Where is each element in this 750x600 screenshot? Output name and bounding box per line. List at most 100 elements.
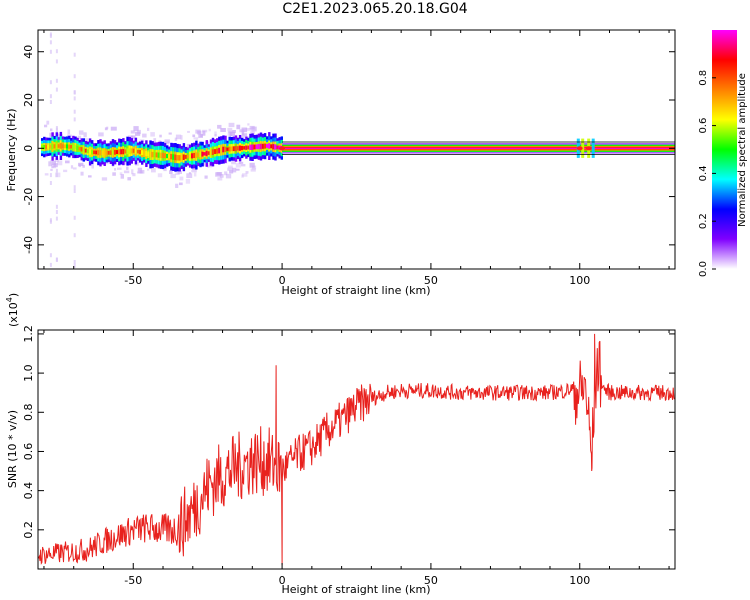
spectrogram-ylabel: Frequency (Hz): [5, 109, 18, 192]
spectrogram-speckle: [219, 174, 224, 178]
spectrogram-band-cell: [145, 150, 148, 157]
spectrogram-speckle: [170, 173, 176, 179]
spectrogram-speckle: [55, 168, 58, 173]
spectrogram-speckle: [50, 128, 53, 132]
spectrogram-band-cell: [141, 150, 144, 155]
spectrogram-speckle: [216, 172, 223, 176]
spectrogram-speckle: [151, 168, 156, 173]
spectrogram-speckle: [73, 185, 76, 190]
spectrogram-speckle: [208, 128, 211, 132]
spectrogram-band-cell: [261, 143, 265, 149]
spectrogram-band-cell: [249, 144, 252, 150]
snr-frame: [37, 329, 676, 570]
spectrogram-band-cell: [63, 144, 67, 149]
spectrogram-speckle: [73, 117, 76, 122]
spectrogram-band-cell: [136, 149, 140, 154]
spectrogram-speckle: [49, 94, 52, 99]
spectrogram-speckle: [73, 74, 76, 79]
spectrogram-band-cell: [157, 152, 161, 158]
spectrogram-speckle: [214, 134, 217, 137]
spectrogram-speckle: [104, 127, 108, 131]
snr-ytick-label: 0.8: [22, 404, 35, 422]
spectrogram-speckle: [49, 160, 52, 165]
spectrogram-speckle: [214, 131, 217, 136]
spectrogram-band-cell: [134, 148, 138, 154]
spectrogram-speckle: [55, 258, 58, 262]
spectrogram-band-cell: [93, 150, 96, 155]
spectrogram-band-cell: [274, 144, 277, 150]
spectrogram-band-cell: [70, 145, 73, 149]
snr-ytick-label: 1.0: [22, 364, 35, 382]
spectrogram-band-cell: [101, 150, 104, 156]
spectrogram-band-cell: [245, 145, 248, 150]
spectrogram-ytick-label: 40: [22, 45, 35, 59]
spectrogram-speckle: [49, 100, 52, 104]
spectrogram-speckle: [153, 138, 157, 143]
spectrogram-speckle: [137, 167, 143, 172]
spectrogram-speckle: [217, 177, 223, 181]
spectrogram-speckle: [49, 80, 52, 85]
spectrogram-speckle: [242, 133, 248, 137]
spectrogram-band-cell: [243, 146, 246, 150]
spectrogram-speckle: [191, 169, 197, 173]
spectrogram-band-cell: [99, 150, 102, 156]
spectrogram-band-cell: [255, 144, 258, 150]
spectrogram-speckle: [73, 215, 76, 220]
spectrogram-speckle: [130, 130, 135, 134]
spectrogram-speckle: [133, 126, 139, 131]
spectrogram-band-cell: [228, 146, 231, 152]
spectrogram-speckle: [101, 177, 108, 181]
spectrogram-speckle: [73, 189, 76, 193]
spectrogram-speckle: [231, 161, 236, 165]
spectrogram-speckle: [185, 178, 191, 184]
spectrogram-band-cell: [199, 151, 202, 157]
spectrogram-speckle: [49, 33, 52, 38]
spectrogram-speckle: [174, 137, 178, 141]
spectrogram-band-cell: [143, 151, 146, 155]
snr-ytick-label: 1.2: [22, 325, 35, 343]
spectrogram-speckle: [46, 120, 50, 125]
spectrogram-band-cell: [132, 148, 136, 153]
spectrogram-speckle: [193, 137, 199, 140]
spectrogram-speckle: [80, 171, 84, 176]
spectrogram-speckle: [137, 171, 143, 174]
spectrogram-band-cell: [124, 149, 127, 154]
spectrogram-band-cell: [238, 145, 242, 151]
spectrogram-speckle: [147, 168, 150, 171]
spectrogram-band-cell: [270, 144, 273, 149]
spectrogram-speckle: [227, 132, 231, 136]
colorbar-tick-label: 0.6: [698, 118, 709, 134]
chart-title: C2E1.2023.065.20.18.G04: [282, 1, 468, 17]
spectrogram-band-cell: [197, 152, 200, 158]
spectrogram-band-cell: [180, 155, 183, 160]
spectrogram-band-cell: [591, 138, 595, 158]
spectrogram-band-cell: [263, 143, 267, 149]
spectrogram-speckle: [49, 40, 52, 45]
spectrogram-speckle: [180, 135, 183, 140]
spectrogram-speckle: [65, 160, 70, 164]
snr-scale-prefix: (x10: [7, 302, 20, 327]
colorbar-tick-label: 0.4: [698, 165, 709, 181]
spectrogram-speckle: [44, 124, 48, 128]
spectrogram-speckle: [193, 172, 197, 177]
snr-ticks: -50 0 50 100 0.2 0.4 0.6 0.8 1.0 1.2: [22, 325, 675, 587]
spectrogram-band-cell: [51, 143, 54, 150]
spectrogram-speckle: [55, 87, 58, 92]
spectrogram-speckle: [70, 165, 74, 169]
spectrogram-band-cell: [41, 145, 44, 149]
spectrogram-band-cell: [172, 154, 175, 160]
spectrogram-speckle: [49, 219, 52, 224]
spectrogram-speckle: [239, 129, 245, 133]
spectrogram-speckle: [114, 168, 117, 171]
spectrogram-speckle: [240, 164, 246, 167]
spectrogram-speckle: [238, 161, 244, 164]
spectrogram-speckle: [55, 127, 58, 132]
spectrogram-speckle: [112, 172, 116, 176]
spectrogram-band-cell: [120, 149, 123, 155]
spectrogram-speckle: [157, 173, 163, 178]
spectrogram-band-cell: [147, 152, 150, 157]
spectrogram-speckle: [122, 159, 127, 165]
spectrogram-band-cell: [203, 152, 206, 156]
spectrogram-speckle: [220, 128, 226, 132]
spectrogram-band-cell: [272, 144, 275, 150]
